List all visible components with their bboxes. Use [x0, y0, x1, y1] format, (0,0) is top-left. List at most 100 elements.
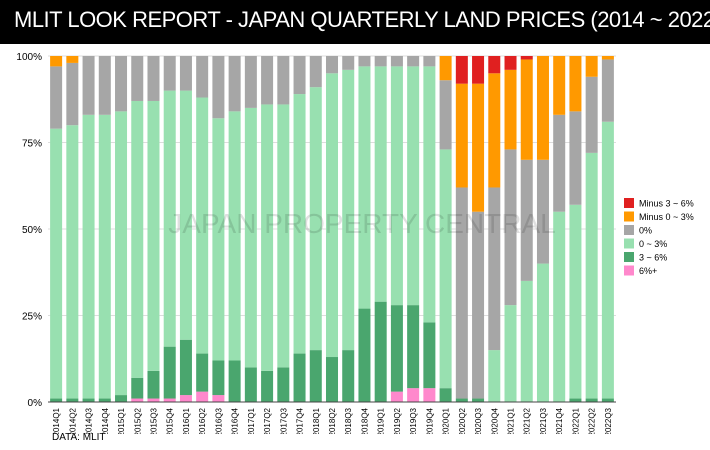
x-tick-label: 2021Q3 [539, 407, 548, 434]
bar-segment [504, 305, 517, 402]
bar-segment [179, 90, 192, 340]
bar-segment [423, 66, 436, 323]
x-tick-label: 2015Q1 [117, 407, 126, 434]
bar-segment [423, 322, 436, 389]
bar-segment [439, 388, 452, 402]
bar-segment [115, 111, 128, 396]
bar-segment [374, 66, 387, 302]
bar-segment [293, 353, 306, 402]
bar-segment [98, 56, 111, 115]
bar-segment [390, 305, 403, 392]
bar-segment [82, 398, 95, 402]
x-tick-label: 2018Q1 [312, 407, 321, 434]
bar-segment [390, 391, 403, 402]
legend-label: 3 ~ 6% [639, 253, 667, 263]
bar-segment [147, 370, 160, 399]
bar-segment [504, 56, 517, 70]
bar-segment [309, 56, 322, 88]
bar-segment [407, 66, 420, 306]
source-note: DATA: MLIT [52, 432, 106, 443]
bar-segment [374, 301, 387, 402]
x-tick-label: 2016Q1 [182, 407, 191, 434]
bar-segment [293, 94, 306, 354]
bar-segment [342, 350, 355, 402]
bar-segment [520, 59, 533, 160]
bar-segment [439, 56, 452, 81]
bar-segment [569, 204, 582, 399]
x-tick-label: 2016Q3 [214, 407, 223, 434]
bar-segment [325, 357, 339, 402]
bar-segment [585, 76, 598, 153]
bar-segment [488, 187, 501, 351]
x-tick-label: 2017Q2 [263, 407, 272, 434]
bar-segment [196, 56, 209, 98]
bar-segment [472, 211, 485, 399]
bar-segment [488, 350, 501, 402]
bar-segment [244, 107, 257, 368]
bar-segment [520, 56, 533, 60]
bar-segment [488, 73, 501, 188]
bar-segment [455, 398, 468, 402]
bar-segment [601, 56, 614, 60]
bar-segment [455, 56, 468, 84]
bar-segment [163, 346, 176, 399]
chart-title: MLIT LOOK REPORT - JAPAN QUARTERLY LAND … [14, 7, 710, 32]
x-tick-label: 2017Q3 [279, 407, 288, 434]
bar-segment [212, 395, 225, 402]
legend-swatch [624, 225, 634, 235]
bar-segment [536, 56, 549, 160]
bar-segment [309, 350, 322, 402]
bar-segment [212, 118, 225, 361]
bar-segment [472, 56, 485, 84]
legend-label: 0 ~ 3% [639, 239, 667, 249]
x-tick-label: 2018Q2 [328, 407, 337, 434]
bar-segment [472, 83, 485, 212]
legend-swatch [624, 265, 634, 276]
bar-segment [277, 367, 290, 402]
bar-segment [228, 56, 241, 112]
bar-segment [601, 59, 614, 122]
bar-segment [115, 56, 128, 112]
bar-segment [585, 398, 598, 402]
bar-segment [569, 56, 582, 112]
x-tick-label: 2017Q4 [296, 407, 305, 434]
bar-segment [131, 398, 144, 402]
bar-segment [228, 360, 241, 402]
bar-segment [163, 56, 176, 91]
bar-segment [536, 159, 549, 264]
bar-segment [536, 263, 549, 402]
x-tick-label: 2014Q1 [52, 407, 61, 434]
x-tick-label: 2014Q3 [85, 407, 94, 434]
y-tick-label: 50% [22, 225, 42, 236]
bar-segment [50, 66, 63, 129]
bar-segment [98, 114, 111, 399]
bar-segment [325, 73, 339, 358]
bar-segment [553, 211, 566, 402]
legend-swatch [624, 252, 634, 262]
watermark: JAPAN PROPERTY CENTRAL [168, 208, 555, 239]
bar-segment [66, 125, 79, 399]
x-tick-label: 2019Q2 [393, 407, 402, 434]
x-tick-label: 2015Q3 [149, 407, 158, 434]
x-tick-label: 2019Q1 [377, 407, 386, 434]
bar-segment [50, 398, 63, 402]
bar-segment [390, 66, 403, 306]
x-tick-label: 2020Q2 [458, 407, 467, 434]
bar-segment [455, 83, 468, 188]
x-tick-label: 2018Q4 [360, 407, 369, 434]
bar-segment [179, 395, 192, 402]
bar-segment [504, 69, 517, 150]
bar-segment [488, 56, 501, 74]
bar-segment [66, 398, 79, 402]
bar-segment [455, 187, 468, 399]
bar-segment [423, 56, 436, 67]
legend-label: 0% [639, 226, 652, 236]
x-tick-label: 2022Q3 [604, 407, 613, 434]
bar-segment [342, 69, 355, 351]
bar-segment [293, 56, 306, 95]
title-bar: MLIT LOOK REPORT - JAPAN QUARTERLY LAND … [0, 0, 710, 44]
bar-segment [212, 360, 225, 396]
bar-segment [147, 56, 160, 101]
bar-segment [212, 56, 225, 119]
bar-segment [585, 152, 598, 399]
